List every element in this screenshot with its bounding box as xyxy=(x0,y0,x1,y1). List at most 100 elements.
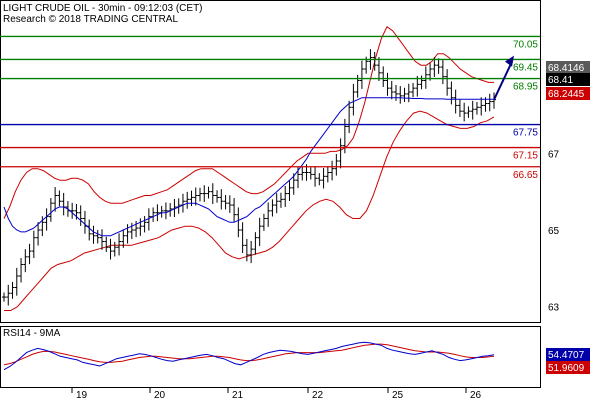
price-bar xyxy=(278,192,283,208)
price-bar xyxy=(219,189,224,210)
price-bar xyxy=(457,99,462,117)
chart-title: LIGHT CRUDE OIL - 30min - 09:12:03 (CET) xyxy=(3,3,203,14)
x-axis: 19 20 21 22 25 26 xyxy=(71,388,482,401)
price-bar xyxy=(112,241,117,257)
price-bar xyxy=(23,249,28,273)
rsi-lines xyxy=(3,341,495,371)
chart-copyright: Research © 2018 TRADING CENTRAL xyxy=(3,14,178,25)
price-bar xyxy=(10,281,15,299)
moving-average xyxy=(3,97,494,237)
price-bar xyxy=(287,180,292,201)
price-bar xyxy=(274,193,279,214)
bollinger-lower-line xyxy=(4,110,495,311)
x-tick-label: 25 xyxy=(392,390,404,400)
price-bar xyxy=(142,216,147,233)
price-bar xyxy=(428,63,433,81)
price-bar xyxy=(411,82,416,98)
price-bar xyxy=(300,166,305,181)
price-bar xyxy=(376,56,381,82)
price-bar xyxy=(474,101,479,115)
price-bar xyxy=(198,187,202,202)
price-bar xyxy=(36,222,41,246)
price-bar xyxy=(419,75,424,90)
y-tick-label: 63 xyxy=(548,303,560,314)
rsi-ma-line xyxy=(3,343,495,366)
price-bar xyxy=(53,187,58,212)
key-levels: 70.05 69.45 68.95 67.75 67.15 66.65 xyxy=(0,35,540,181)
price-bar xyxy=(57,190,62,207)
price-bar xyxy=(129,222,134,240)
level-label-resistance: 68.95 xyxy=(513,82,538,93)
price-bar xyxy=(347,100,352,134)
price-bar xyxy=(14,267,19,296)
price-bar xyxy=(389,80,394,100)
price-bar xyxy=(296,166,300,189)
price-bar xyxy=(185,191,190,209)
bollinger-bands xyxy=(3,26,495,311)
price-bar xyxy=(257,217,262,247)
price-bars xyxy=(2,49,496,306)
price-bar xyxy=(266,202,271,227)
level-label-pivot: 67.75 xyxy=(513,128,538,139)
rsi-badge xyxy=(546,361,590,374)
x-tick-label: 22 xyxy=(312,390,324,400)
price-bar xyxy=(2,292,6,302)
level-label-support: 67.15 xyxy=(513,151,538,162)
moving-average-line xyxy=(3,97,494,237)
price-bar xyxy=(95,230,100,244)
price-bar xyxy=(321,168,326,189)
price-bar xyxy=(104,236,109,253)
price-bar xyxy=(121,229,126,248)
price-bar xyxy=(206,186,211,199)
price-bar xyxy=(108,238,113,260)
price-bar xyxy=(244,238,249,262)
price-bar xyxy=(462,102,467,122)
price-bar xyxy=(27,243,32,265)
price-bar xyxy=(193,187,198,206)
x-tick-label: 19 xyxy=(76,390,88,400)
price-bar xyxy=(381,66,386,87)
price-bar xyxy=(240,222,245,254)
price-badge-label: 68.2445 xyxy=(548,89,585,100)
price-bar xyxy=(253,232,258,255)
price-bar xyxy=(338,138,343,169)
price-badge xyxy=(546,87,590,100)
forecast-arrow-head xyxy=(505,55,514,67)
price-bar xyxy=(398,86,403,104)
price-bar xyxy=(372,51,377,71)
price-bar xyxy=(125,224,130,244)
forecast-arrow xyxy=(493,55,514,101)
main-panel-frame xyxy=(0,0,541,323)
price-bar xyxy=(61,192,66,216)
y-tick-label: 67 xyxy=(548,149,560,160)
rsi-panel-title: RSI14 - 9MA xyxy=(3,328,61,339)
rsi-badge-label: 51.9609 xyxy=(548,363,585,374)
price-bar xyxy=(351,83,356,116)
price-badge xyxy=(546,61,590,74)
price-bar xyxy=(440,59,445,85)
price-bar xyxy=(117,233,122,256)
price-bar xyxy=(223,195,228,210)
price-bar xyxy=(151,207,156,222)
price-bar xyxy=(385,72,390,96)
price-bar xyxy=(406,83,411,103)
rsi-line xyxy=(3,341,495,371)
price-bar xyxy=(359,60,364,89)
price-bar xyxy=(215,190,220,203)
price-bar xyxy=(100,229,104,250)
price-bar xyxy=(227,195,232,213)
price-bar xyxy=(466,106,471,118)
x-tick-label: 26 xyxy=(470,390,482,400)
price-bar xyxy=(432,57,437,77)
price-bar xyxy=(91,225,96,244)
price-bar xyxy=(453,89,458,114)
level-label-support: 66.65 xyxy=(513,170,538,181)
price-bar xyxy=(249,240,254,264)
price-bar xyxy=(236,207,241,238)
price-bar xyxy=(470,100,475,120)
price-bar xyxy=(210,183,215,204)
price-bar xyxy=(487,93,492,112)
y-axis: 63 65 67 xyxy=(548,149,560,313)
